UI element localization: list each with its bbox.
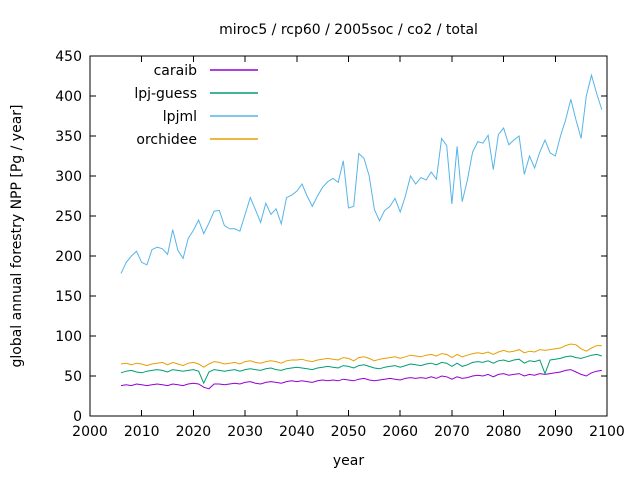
- legend-label-lpj-guess: lpj-guess: [134, 86, 197, 102]
- series-line-lpj-guess: [120, 353, 602, 385]
- legend-label-orchidee: orchidee: [136, 132, 197, 148]
- x-tick-label: 2030: [227, 424, 263, 440]
- x-tick-label: 2040: [279, 424, 315, 440]
- y-tick-label: 400: [55, 89, 82, 105]
- y-tick-label: 50: [64, 369, 82, 385]
- x-tick-label: 2080: [486, 424, 522, 440]
- x-tick-label: 2010: [124, 424, 160, 440]
- series-line-lpjml: [120, 73, 603, 274]
- legend-label-caraib: caraib: [154, 63, 198, 79]
- series-line-caraib: [120, 369, 602, 390]
- y-tick-label: 200: [55, 249, 82, 265]
- x-tick-label: 2050: [331, 424, 367, 440]
- y-tick-label: 350: [55, 129, 82, 145]
- y-tick-label: 300: [55, 169, 82, 185]
- x-tick-label: 2070: [434, 424, 470, 440]
- x-axis-label: year: [332, 453, 365, 469]
- legend-label-lpjml: lpjml: [163, 109, 197, 125]
- x-tick-label: 2000: [72, 424, 108, 440]
- chart-title: miroc5 / rcp60 / 2005soc / co2 / total: [219, 22, 478, 38]
- x-tick-label: 2060: [382, 424, 418, 440]
- y-tick-label: 250: [55, 209, 82, 225]
- x-tick-label: 2100: [589, 424, 625, 440]
- y-tick-label: 100: [55, 329, 82, 345]
- y-tick-label: 150: [55, 289, 82, 305]
- y-tick-label: 450: [55, 49, 82, 65]
- series-line-orchidee: [120, 343, 602, 368]
- y-tick-label: 0: [73, 409, 82, 425]
- x-tick-label: 2090: [537, 424, 573, 440]
- x-tick-label: 2020: [176, 424, 212, 440]
